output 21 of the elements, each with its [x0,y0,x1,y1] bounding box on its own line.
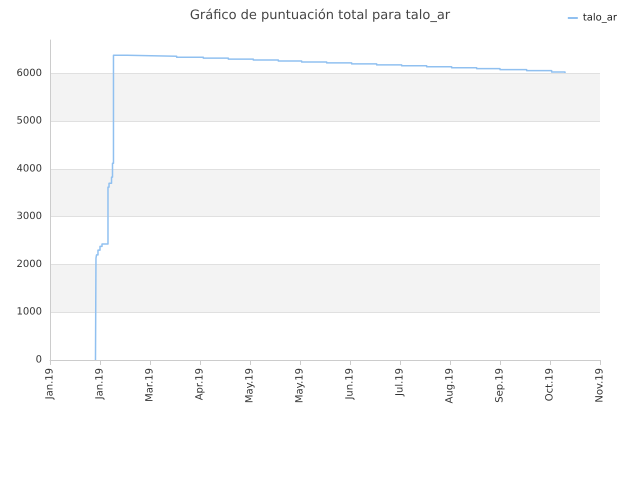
x-tick-label: Jun.19 [344,368,356,401]
y-tick-label: 5000 [16,116,42,127]
x-tick-label: Jul.19 [394,368,406,397]
x-tick-label: Aug.19 [444,368,456,404]
x-tick-label: May.19 [294,368,306,404]
x-tick-label: May.19 [244,368,256,404]
x-tick-label: Jan.19 [94,368,106,400]
y-tick-label: 6000 [16,68,42,79]
x-tick-label: Nov.19 [594,368,606,403]
y-tick-label: 1000 [16,306,42,318]
y-tick-label: 4000 [16,163,42,174]
y-tick-label: 2000 [16,258,42,270]
x-tick-label: Apr.19 [194,368,206,400]
x-tick-label: Jan.19 [44,368,56,400]
y-tick-label: 0 [36,354,42,366]
legend-label: talo_ar [582,12,618,24]
chart-title: Gráfico de puntuación total para talo_ar [190,8,451,23]
x-tick-label: Mar.19 [144,368,156,402]
x-tick-label: Oct.19 [544,368,556,402]
y-tick-label: 3000 [16,211,42,222]
x-tick-label: Sep.19 [494,368,506,403]
